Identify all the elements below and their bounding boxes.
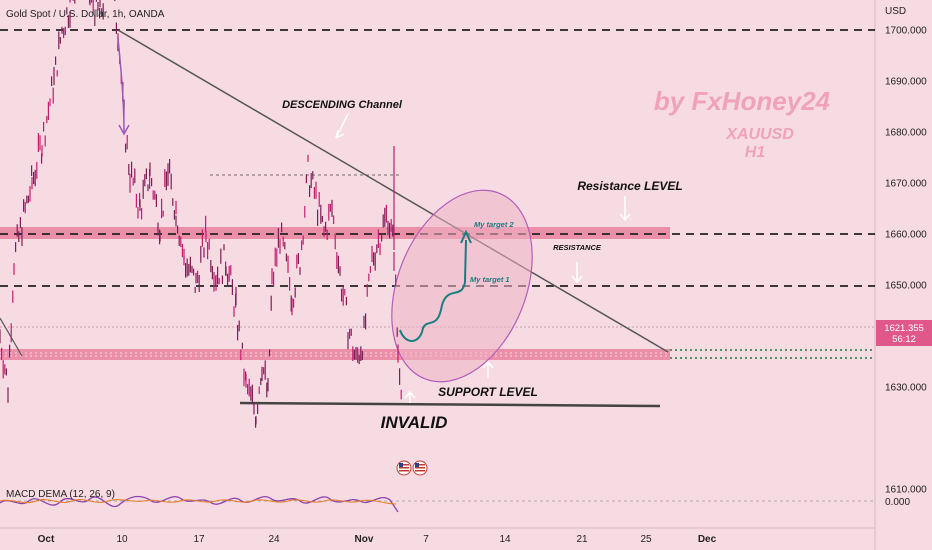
y-tick-label: 1650.000: [885, 281, 927, 292]
channel-pointer-arrow: [335, 113, 349, 139]
x-tick-label: 17: [193, 534, 205, 545]
x-tick-label: 7: [423, 534, 429, 545]
target1-label: My target 1: [470, 275, 510, 284]
signal-line: [0, 499, 397, 505]
y-tick-label: 1630.000: [885, 383, 927, 394]
support-label: SUPPORT LEVEL: [438, 385, 538, 399]
projection-ellipse[interactable]: [365, 169, 559, 402]
macd-zero-label: 0.000: [885, 497, 910, 508]
watermark-timeframe: H1: [745, 144, 766, 161]
x-tick-label: 25: [640, 534, 652, 545]
support-zone: [0, 349, 670, 360]
x-tick-label: Oct: [38, 534, 55, 545]
x-tick-label: 14: [499, 534, 511, 545]
y-tick-label: 1700.000: [885, 26, 927, 37]
y-tick-label: 1670.000: [885, 179, 927, 190]
price-candles: [0, 0, 402, 428]
target-arrow-head: [460, 229, 472, 244]
price-tag-value: 1621.355: [884, 323, 924, 334]
y-tick-label: 1680.000: [885, 128, 927, 139]
x-tick-label: 21: [576, 534, 588, 545]
target-path: [399, 239, 467, 342]
resistance-label: RESISTANCE: [553, 243, 602, 252]
target2-label: My target 2: [474, 220, 514, 229]
symbol-title: Gold Spot / U.S. Dollar, 1h, OANDA: [6, 9, 165, 20]
x-tick-label: 10: [116, 534, 128, 545]
x-tick-label: Dec: [698, 534, 717, 545]
y-tick-label: 1660.000: [885, 230, 927, 241]
watermark-ticker: XAUUSD: [725, 126, 794, 143]
resistance-pointer-arrow: [619, 196, 631, 222]
down-arrow-head: [118, 124, 130, 136]
us-flag-icon-2[interactable]: [412, 460, 428, 476]
y-tick-label: 1610.000: [885, 485, 927, 496]
x-tick-label: 24: [268, 534, 280, 545]
resistance-level-label: Resistance LEVEL: [577, 179, 682, 193]
macd-label: MACD DEMA (12, 26, 9): [6, 489, 115, 500]
watermark-author: by FxHoney24: [654, 86, 831, 116]
price-tag[interactable]: [876, 320, 932, 346]
resistance-small-arrow: [571, 262, 583, 284]
invalid-pointer-arrow: [404, 390, 416, 403]
support-pointer-arrow: [482, 360, 494, 378]
us-flag-icon[interactable]: [396, 460, 412, 476]
down-arrow-line: [117, 37, 125, 133]
invalid-label: INVALID: [381, 413, 448, 432]
invalid-line[interactable]: [239, 401, 661, 408]
descending-trendline[interactable]: [117, 29, 669, 353]
channel-label: DESCENDING Channel: [282, 99, 403, 111]
y-tick-label: 1690.000: [885, 77, 927, 88]
price-tag-countdown: 56:12: [892, 334, 916, 345]
currency-label: USD: [885, 6, 906, 17]
x-tick-label: Nov: [355, 534, 374, 545]
time-axis[interactable]: Oct 10 17 24 Nov 7 14 21 25 Dec: [38, 534, 717, 545]
